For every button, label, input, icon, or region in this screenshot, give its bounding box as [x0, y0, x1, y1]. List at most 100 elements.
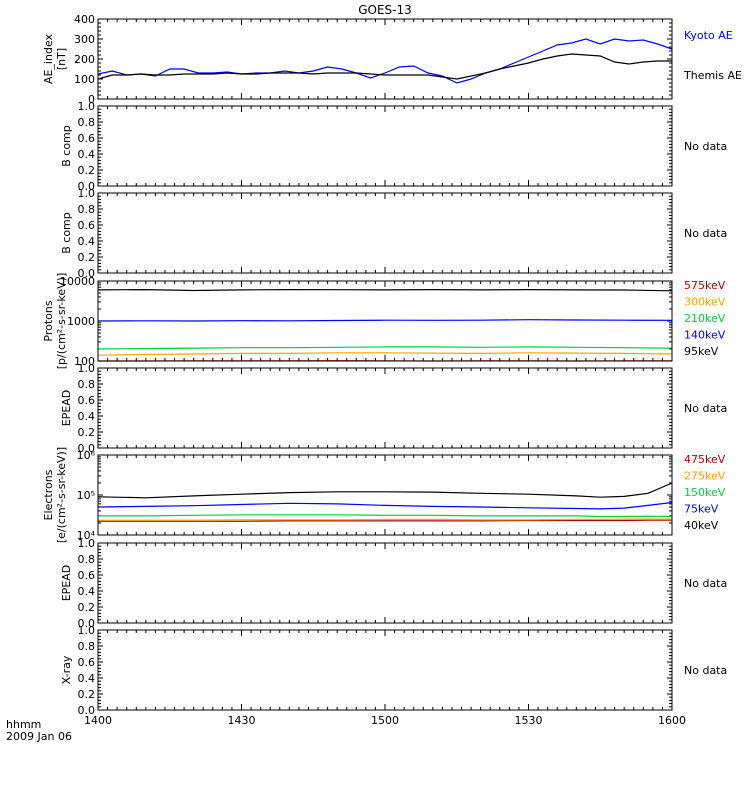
- y-tick-label: 0.0: [78, 704, 96, 717]
- series-line: [97, 38, 673, 84]
- y-axis-label: EPEAD: [60, 390, 73, 427]
- y-tick-label: 0.0: [78, 267, 96, 280]
- panel-bcomp1: 0.0 0.2 0.4 0.6 0.8 1.0 No data B comp: [60, 100, 727, 193]
- series-line: [97, 482, 673, 499]
- y-axis-label-line: EPEAD: [60, 390, 73, 427]
- panel-protons: 100 1000 10000 575keV 300keV 210keV 140keV 95ke…: [42, 273, 726, 370]
- y-tick-label: 0.6: [78, 132, 96, 145]
- y-tick-label: 0.8: [78, 203, 96, 216]
- y-tick-label: 0.2: [78, 688, 96, 701]
- legend-entry: 140keV: [684, 329, 726, 342]
- y-tick-label: 400: [74, 13, 95, 26]
- x-axis: 1400 1430 1500 1530 1600: [84, 714, 686, 727]
- y-tick-label: 0.4: [78, 235, 96, 248]
- y-tick-label: 10000: [60, 275, 95, 288]
- y-tick-label: 0.8: [78, 553, 96, 566]
- no-data-label: No data: [684, 227, 727, 240]
- legend-entry: 275keV: [684, 470, 726, 483]
- series-line: [98, 519, 672, 522]
- y-tick-label: 1.0: [78, 100, 96, 113]
- y-tick-label: 0.6: [78, 656, 96, 669]
- time-label: hhmm: [6, 718, 41, 731]
- y-tick-label: 0.0: [78, 180, 96, 193]
- legend-entry: 75keV: [684, 503, 719, 516]
- y-axis-label-line: [nT]: [55, 48, 68, 70]
- legend-entry: 300keV: [684, 296, 726, 309]
- y-axis-label: B comp: [60, 125, 73, 167]
- y-axis-label-line: Protons: [42, 300, 55, 341]
- series-line: [97, 53, 672, 80]
- series-line: [97, 501, 673, 510]
- no-data-label: No data: [684, 140, 727, 153]
- panel-frame: [97, 367, 673, 449]
- y-tick-label: 0.4: [78, 410, 96, 423]
- y-tick-label: 10⁴: [77, 529, 96, 542]
- x-tick-label: 1500: [371, 714, 399, 727]
- y-axis-label-line: Electrons: [42, 469, 55, 520]
- panel-frame: [97, 542, 673, 624]
- series-line: [98, 514, 673, 518]
- y-tick-label: 100: [74, 355, 95, 368]
- panel-frame: [97, 18, 673, 100]
- y-axis-label: Protons[p/(cm²-s-sr-keV)]: [42, 273, 68, 370]
- y-tick-label: 0.0: [78, 617, 96, 630]
- y-axis-label: X-ray: [60, 655, 73, 684]
- legend-entry: Kyoto AE: [684, 29, 733, 42]
- y-axis-label: EPEAD: [60, 565, 73, 602]
- panel-epead2: 0.0 0.2 0.4 0.6 0.8 1.0 No data EPEAD: [60, 537, 727, 630]
- y-tick-label: 200: [74, 53, 95, 66]
- y-tick-label: 0.6: [78, 569, 96, 582]
- y-tick-label: 1.0: [78, 624, 96, 637]
- y-axis-label-line: X-ray: [60, 655, 73, 684]
- legend-entry: 95keV: [684, 345, 719, 358]
- y-axis-label-line: [e/(cm²-s-sr-keV)]: [55, 447, 68, 543]
- y-tick-label: 0.4: [78, 672, 96, 685]
- y-tick-label: 10⁶: [77, 449, 96, 462]
- y-axis-label: AE_index[nT]: [42, 33, 68, 84]
- x-tick-label: 1430: [228, 714, 256, 727]
- panel-frame: [97, 192, 673, 274]
- y-tick-label: 10⁵: [77, 489, 95, 502]
- panel-ae: 0 100 200 300 400 Kyoto AE Themis AE AE_index[n…: [42, 13, 742, 106]
- y-tick-label: 0.2: [78, 251, 96, 264]
- y-axis-label: B comp: [60, 212, 73, 254]
- x-tick-label: 1600: [658, 714, 686, 727]
- y-axis-label-line: [p/(cm²-s-sr-keV)]: [55, 273, 68, 370]
- y-tick-label: 0.8: [78, 116, 96, 129]
- y-tick-label: 0.8: [78, 640, 96, 653]
- y-tick-label: 0.2: [78, 164, 96, 177]
- y-tick-label: 0.2: [78, 601, 96, 614]
- y-axis-label: Electrons[e/(cm²-s-sr-keV)]: [42, 447, 68, 543]
- legend-entry: Themis AE: [683, 69, 742, 82]
- legend-entry: 150keV: [684, 486, 726, 499]
- panel-frame: [97, 105, 673, 187]
- panel-bcomp2: 0.0 0.2 0.4 0.6 0.8 1.0 No data B comp: [60, 187, 727, 280]
- y-tick-label: 0.2: [78, 426, 96, 439]
- y-tick-label: 1.0: [78, 362, 96, 375]
- date-label: 2009 Jan 06: [6, 730, 72, 743]
- legend-entry: 575keV: [684, 279, 726, 292]
- series-line: [97, 288, 673, 292]
- y-axis-label-line: EPEAD: [60, 565, 73, 602]
- y-tick-label: 100: [74, 73, 95, 86]
- y-tick-label: 0.6: [78, 394, 96, 407]
- y-tick-label: 1000: [67, 315, 95, 328]
- y-tick-label: 300: [74, 33, 95, 46]
- legend-entry: 210keV: [684, 312, 726, 325]
- panel-frame: [97, 454, 673, 536]
- y-tick-label: 1.0: [78, 537, 96, 550]
- series-line: [97, 352, 673, 356]
- panel-frame: [97, 629, 673, 711]
- y-axis-label-line: AE_index: [42, 33, 55, 84]
- series-line: [97, 346, 673, 350]
- no-data-label: No data: [684, 402, 727, 415]
- plot-title: GOES-13: [358, 3, 412, 17]
- y-tick-label: 0.4: [78, 585, 96, 598]
- panels: 0 100 200 300 400 Kyoto AE Themis AE AE_index[n…: [42, 13, 742, 717]
- legend-entry: 475keV: [684, 453, 726, 466]
- no-data-label: No data: [684, 577, 727, 590]
- series-line: [98, 518, 672, 521]
- y-tick-label: 0.6: [78, 219, 96, 232]
- panel-electrons: 10⁴ 10⁵ 10⁶ 475keV 275keV 150keV 75keV 40keV Ele…: [42, 447, 726, 543]
